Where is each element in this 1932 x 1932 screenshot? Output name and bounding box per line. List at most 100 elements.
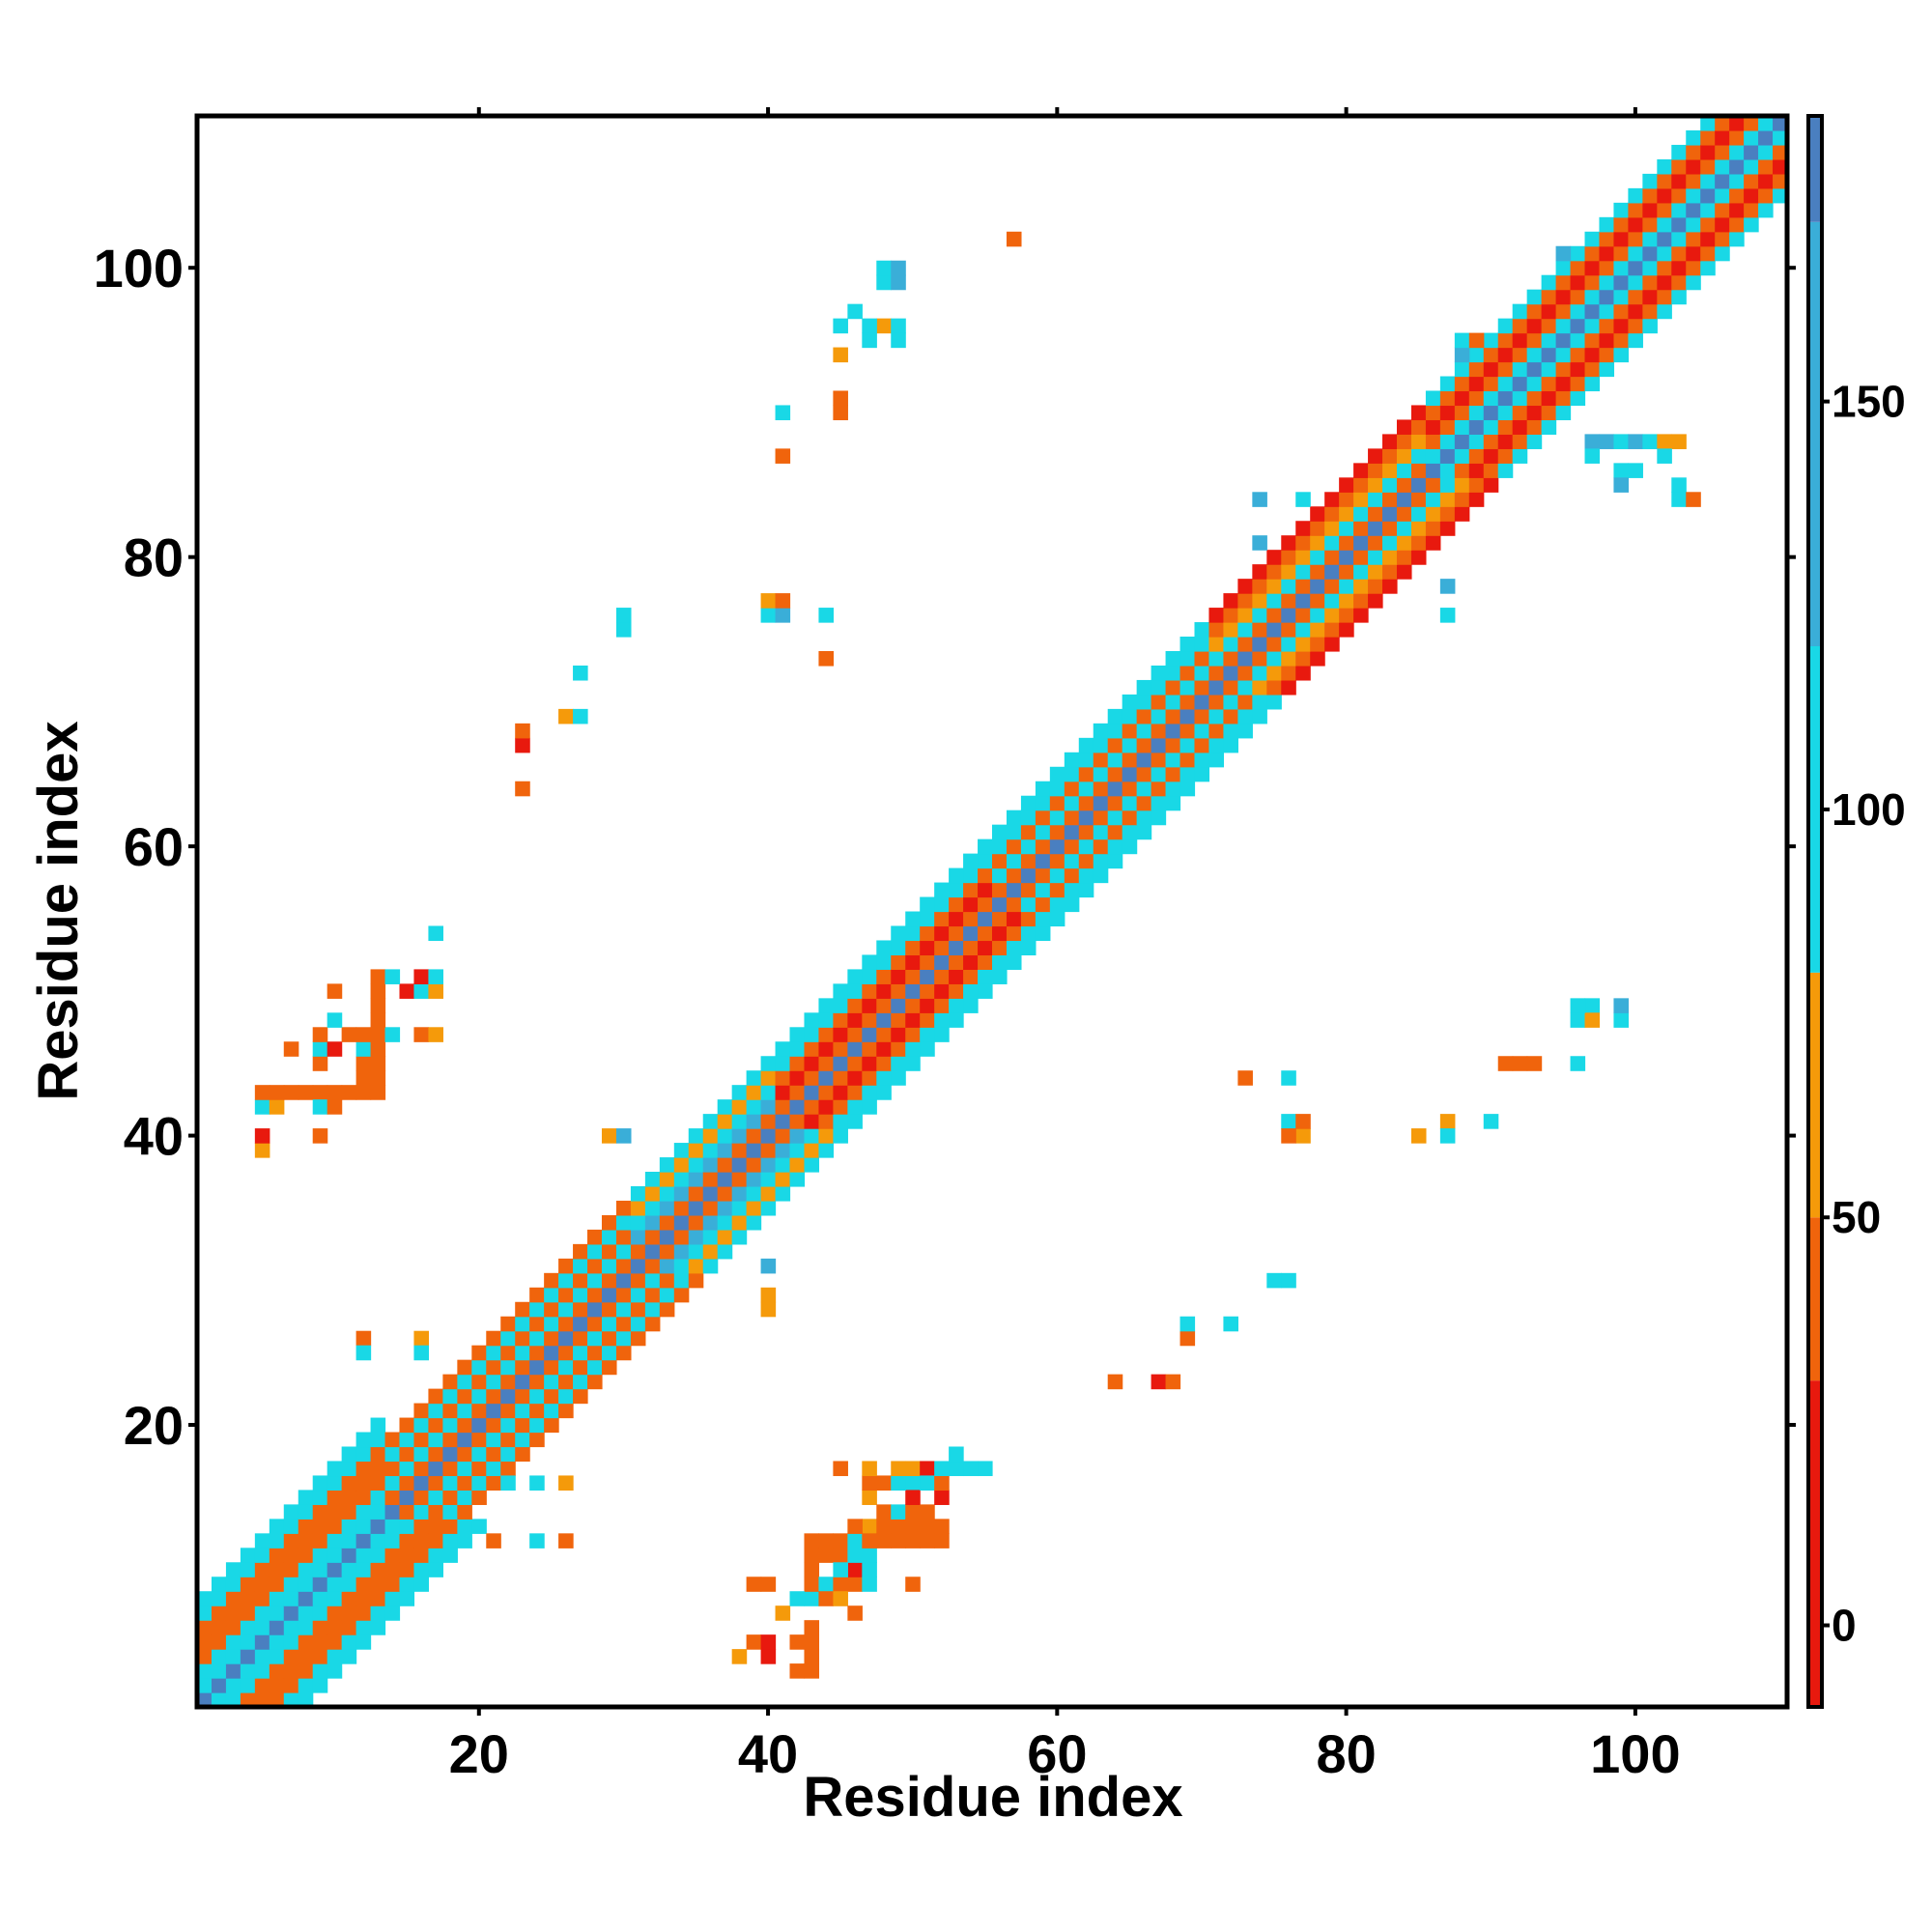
heatmap-cell [1295, 550, 1311, 565]
heatmap-cell [847, 969, 863, 984]
colorbar-tick-label: 150 [1832, 377, 1906, 427]
heatmap-cell [1599, 347, 1615, 363]
heatmap-cell [1107, 810, 1123, 826]
heatmap-cell [789, 1099, 806, 1115]
heatmap-cell [833, 983, 848, 999]
heatmap-cell [1410, 477, 1427, 493]
heatmap-cell [1700, 144, 1716, 160]
heatmap-cell [905, 969, 921, 984]
heatmap-cell [544, 1301, 559, 1318]
heatmap-cell [1628, 332, 1643, 349]
heatmap-cell [659, 1301, 675, 1318]
heatmap-cell [1700, 202, 1716, 218]
heatmap-cell [1136, 679, 1152, 696]
heatmap-cell [949, 1446, 964, 1463]
heatmap-cell [804, 1548, 820, 1563]
heatmap-cell [1165, 1374, 1181, 1390]
heatmap-cell [731, 1229, 748, 1245]
heatmap-cell [1368, 448, 1383, 464]
heatmap-cell [1642, 434, 1658, 449]
heatmap-cell [963, 969, 979, 984]
heatmap-cell [804, 1027, 820, 1042]
heatmap-cell [659, 1185, 675, 1202]
heatmap-cell [558, 1475, 574, 1492]
heatmap-cell [283, 1041, 299, 1057]
heatmap-cell [978, 853, 993, 869]
heatmap-cell [833, 405, 848, 421]
y-tick-label: 60 [124, 816, 184, 877]
heatmap-cell [1310, 579, 1325, 594]
heatmap-cell [1353, 492, 1369, 507]
heatmap-cell [978, 838, 993, 855]
heatmap-cell [1194, 752, 1210, 768]
heatmap-cell [746, 1634, 762, 1650]
heatmap-cell [1439, 521, 1456, 536]
heatmap-cell [1382, 564, 1398, 580]
heatmap-cell [1671, 434, 1687, 449]
heatmap-cell [1454, 376, 1470, 392]
heatmap-cell [1729, 216, 1745, 233]
heatmap-cell [1642, 245, 1658, 262]
heatmap-cell [1642, 202, 1658, 218]
heatmap-cell [934, 1490, 950, 1505]
heatmap-cell [905, 940, 921, 956]
heatmap-cell [1555, 405, 1572, 421]
heatmap-cell [1179, 679, 1196, 696]
heatmap-cell [1324, 579, 1340, 594]
heatmap-cell [1223, 708, 1238, 724]
heatmap-cell [413, 1475, 430, 1492]
heatmap-cell [399, 1591, 415, 1606]
heatmap-cell [1252, 708, 1267, 724]
heatmap-cell [587, 1374, 603, 1390]
heatmap-cell [1628, 318, 1643, 334]
heatmap-cell [428, 1548, 443, 1563]
heatmap-cell [1439, 579, 1456, 594]
heatmap-cell [789, 1056, 806, 1071]
heatmap-cell [1497, 434, 1514, 449]
heatmap-cell [457, 1446, 472, 1463]
heatmap-cell [1223, 608, 1238, 623]
heatmap-cell [1396, 550, 1412, 565]
heatmap-cell [1035, 781, 1051, 797]
heatmap-cell [862, 983, 877, 999]
heatmap-cell [1541, 390, 1557, 407]
heatmap-cell [283, 1649, 299, 1664]
heatmap-cell [298, 1649, 314, 1664]
heatmap-cell [254, 1099, 270, 1115]
heatmap-cell [905, 1504, 921, 1520]
heatmap-cell [1368, 521, 1383, 536]
heatmap-cell [1049, 824, 1065, 840]
heatmap-cell [630, 1214, 646, 1231]
heatmap-cell [384, 1577, 401, 1592]
heatmap-cell [197, 1663, 213, 1679]
heatmap-cell [1020, 940, 1037, 956]
heatmap-cell [1049, 882, 1065, 898]
heatmap-cell [1570, 998, 1586, 1013]
heatmap-cell [891, 954, 906, 970]
heatmap-cell [1339, 622, 1354, 638]
heatmap-cell [1425, 390, 1441, 407]
heatmap-cell [544, 1359, 559, 1376]
heatmap-cell [1252, 665, 1267, 681]
heatmap-cell [905, 1577, 921, 1592]
heatmap-cell [1628, 434, 1643, 449]
heatmap-cell [370, 1012, 386, 1028]
heatmap-cell [1165, 795, 1181, 811]
heatmap-cell [688, 1272, 704, 1289]
heatmap-cell [673, 1172, 690, 1187]
heatmap-cell [1512, 390, 1528, 407]
heatmap-cell [963, 983, 979, 999]
heatmap-cell [615, 1287, 632, 1303]
heatmap-cell [717, 1229, 733, 1245]
heatmap-cell [1439, 405, 1456, 421]
heatmap-cell [1353, 564, 1369, 580]
heatmap-cell [1078, 766, 1094, 782]
heatmap-cell [457, 1432, 472, 1448]
heatmap-cell [905, 1041, 921, 1057]
heatmap-cell [1483, 463, 1499, 478]
heatmap-cell [500, 1330, 516, 1347]
heatmap-cell [920, 925, 935, 942]
heatmap-cell [1194, 737, 1210, 753]
heatmap-cell [384, 1548, 401, 1563]
heatmap-cell [673, 1229, 690, 1245]
